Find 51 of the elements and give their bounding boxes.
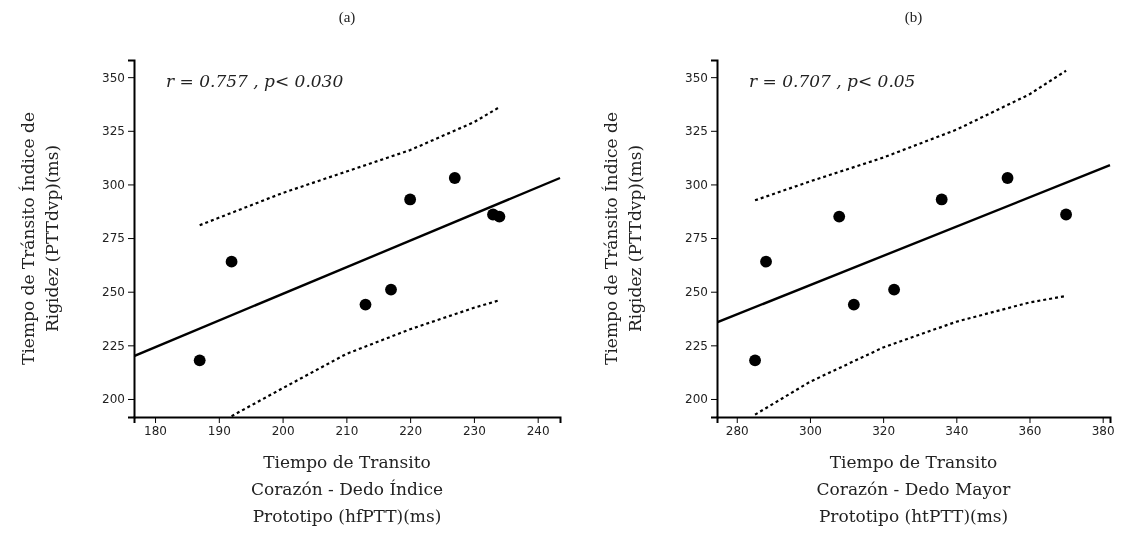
x-tick-label: 300 xyxy=(798,423,822,438)
point xyxy=(493,210,506,223)
chart-title: (b) xyxy=(904,9,923,26)
x-axis-title: Tiempo de Transito Corazón - Dedo Índice Prototipo (hfPTT)(ms) xyxy=(251,452,443,526)
point xyxy=(404,193,417,206)
point xyxy=(935,193,948,206)
chart-title: (a) xyxy=(338,9,356,26)
y-axis-title: Tiempo de Tránsito Índice de Rigidez (PTTdvp)(ms) xyxy=(601,112,645,365)
x-tick-label: 380 xyxy=(1091,423,1115,438)
point xyxy=(385,283,397,296)
point xyxy=(1001,172,1014,184)
point xyxy=(193,354,206,367)
y-axis-title: Tiempo de Tránsito Índice de Rigidez (PTTdvp)(ms) xyxy=(18,112,62,365)
point xyxy=(760,255,772,268)
point xyxy=(847,298,860,311)
x-tick-label: 280 xyxy=(725,423,749,438)
y-tick-label: 350 xyxy=(102,70,125,85)
point xyxy=(833,210,846,223)
y-tick-label: 250 xyxy=(685,285,708,300)
y-tick-label: 275 xyxy=(685,231,708,246)
x-axis-title: Tiempo de Transito Corazón - Dedo Mayor Prototipo (htPTT)(ms) xyxy=(816,452,1012,526)
point xyxy=(888,283,901,296)
y-tick-label: 225 xyxy=(685,338,708,353)
x-tick-label: 340 xyxy=(945,423,969,438)
x-tick-label: 200 xyxy=(271,423,295,438)
y-tick-label: 325 xyxy=(102,124,125,139)
x-tick-label: 210 xyxy=(335,423,359,438)
x-tick-label: 230 xyxy=(462,423,486,438)
y-tick-label: 225 xyxy=(102,338,125,353)
annotation: r = 0.707 , p< 0.05 xyxy=(749,71,916,91)
point xyxy=(225,255,238,268)
y-tick-label: 325 xyxy=(685,124,708,139)
annotation: r = 0.757 , p< 0.030 xyxy=(166,71,344,91)
x-tick-label: 320 xyxy=(872,423,896,438)
y-tick-label: 300 xyxy=(102,177,125,192)
line-series xyxy=(198,106,501,227)
y-tick-label: 200 xyxy=(685,392,708,407)
x-tick-label: 190 xyxy=(207,423,231,438)
y-tick-label: 350 xyxy=(685,70,708,85)
y-tick-label: 275 xyxy=(102,231,125,246)
y-tick-label: 200 xyxy=(102,392,125,407)
x-tick-label: 360 xyxy=(1018,423,1042,438)
point xyxy=(448,172,461,184)
point xyxy=(359,298,372,311)
x-tick-label: 220 xyxy=(399,423,423,438)
y-tick-label: 250 xyxy=(102,285,125,300)
x-tick-label: 180 xyxy=(144,423,167,438)
x-tick-label: 240 xyxy=(526,423,550,438)
y-tick-label: 300 xyxy=(685,177,708,192)
point xyxy=(749,354,761,367)
point xyxy=(1060,208,1073,221)
